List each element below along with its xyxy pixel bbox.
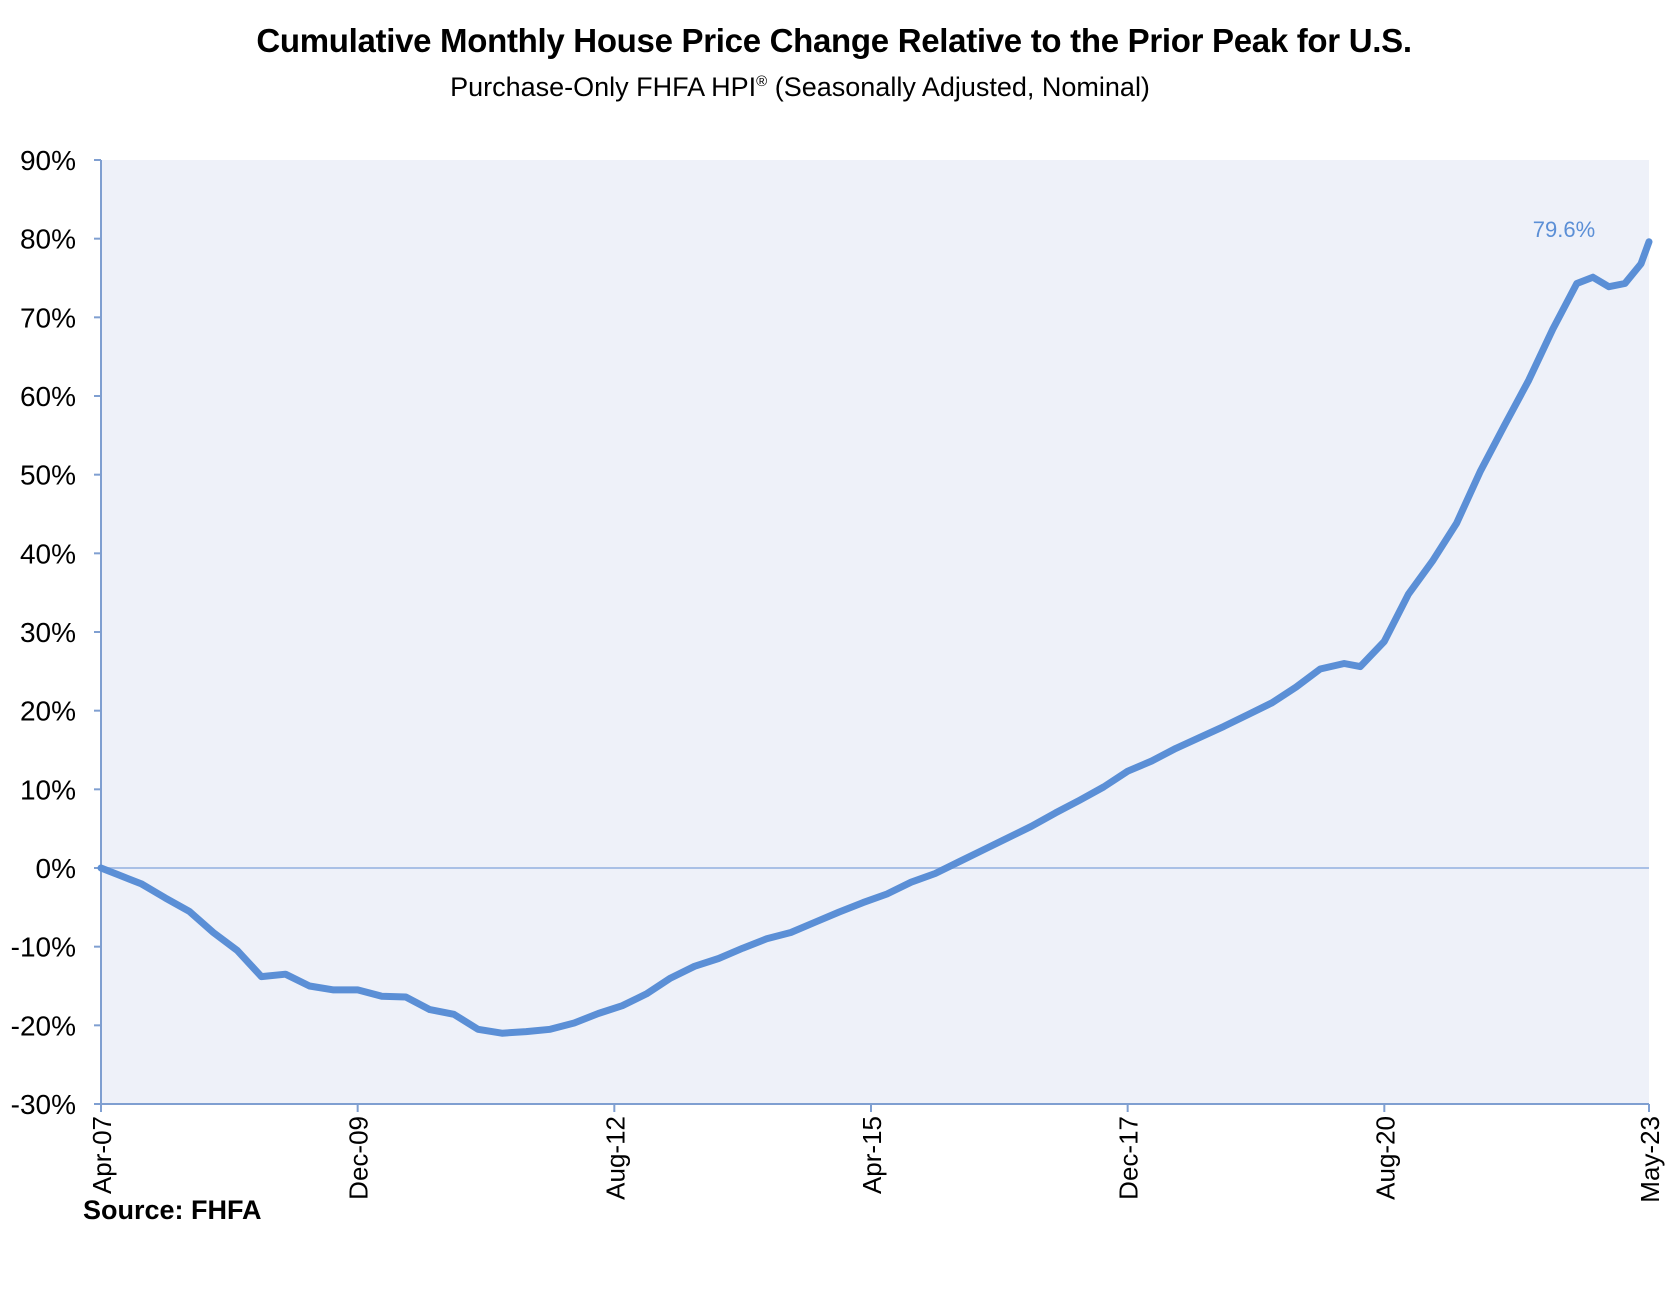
- x-tick-label: Dec-09: [344, 1116, 374, 1200]
- y-tick-label: -20%: [11, 1010, 76, 1041]
- y-tick-label: 80%: [20, 224, 76, 255]
- source-note: Source: FHFA: [83, 1195, 262, 1225]
- chart-title: Cumulative Monthly House Price Change Re…: [256, 22, 1412, 59]
- y-tick-label: 40%: [20, 538, 76, 569]
- y-tick-label: 90%: [20, 145, 76, 176]
- x-tick-label: Apr-15: [857, 1116, 887, 1194]
- y-tick-label: -10%: [11, 932, 76, 963]
- y-tick-label: 0%: [36, 853, 76, 884]
- y-tick-label: -30%: [11, 1089, 76, 1120]
- subtitle-main: Purchase-Only FHFA HPI: [450, 72, 757, 102]
- chart-subtitle: Purchase-Only FHFA HPI® (Seasonally Adju…: [0, 72, 1600, 103]
- x-tick-label: Apr-07: [87, 1116, 117, 1194]
- axes: 90% 80% 70% 60% 50% 40% 30% 20% 10% 0% -10% -20% -30…: [11, 145, 1665, 1203]
- x-tick-label: Aug-20: [1370, 1116, 1400, 1200]
- x-tick-label: Dec-17: [1114, 1116, 1144, 1200]
- y-tick-label: 10%: [20, 774, 76, 805]
- x-tick-label: May-23: [1635, 1116, 1665, 1203]
- data-label-last-value: 79.6%: [1533, 217, 1595, 242]
- subtitle-rest: (Seasonally Adjusted, Nominal): [767, 72, 1150, 102]
- y-tick-label: 30%: [20, 617, 76, 648]
- x-tick-label: Aug-12: [600, 1116, 630, 1200]
- plot-area: [101, 160, 1649, 1104]
- y-tick-label: 70%: [20, 302, 76, 333]
- y-tick-label: 20%: [20, 696, 76, 727]
- series-layer: [97, 238, 1653, 1037]
- registered-mark: ®: [756, 73, 768, 90]
- series-line: [97, 238, 1653, 1037]
- y-tick-label: 50%: [20, 460, 76, 491]
- y-tick-label: 60%: [20, 381, 76, 412]
